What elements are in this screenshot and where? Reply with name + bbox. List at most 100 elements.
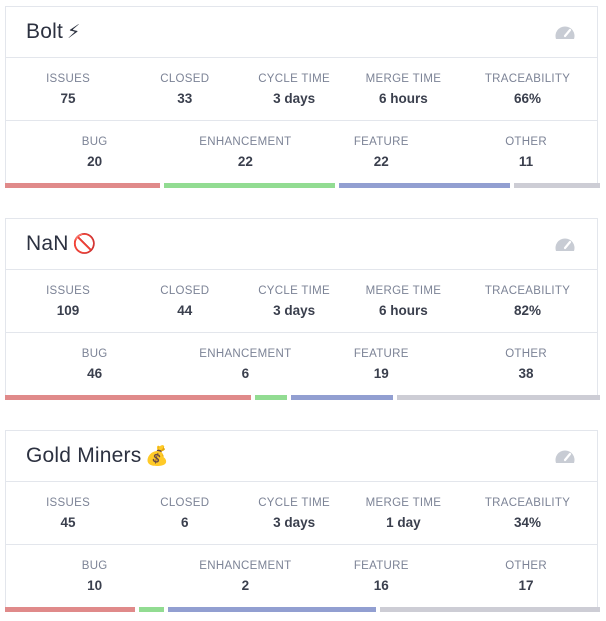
stats-row: ISSUES 109 CLOSED 44 CYCLE TIME 3 days MERG…: [6, 270, 597, 333]
bar-segment-enhancement: [255, 395, 288, 400]
team-name: Gold Miners: [26, 444, 142, 467]
stat-value: 109: [56, 302, 80, 318]
card-header: Bolt ⚡: [6, 7, 597, 58]
stat-closed: CLOSED 33: [130, 73, 239, 106]
bar-segment-feature: [339, 183, 511, 188]
stat-traceability: TRACEABILITY 82%: [458, 285, 597, 318]
team-name: NaN: [26, 232, 69, 255]
type-label: FEATURE: [353, 559, 409, 572]
stat-value: 44: [177, 302, 193, 318]
issue-types-row: BUG 10 ENHANCEMENT 2 FEATURE 16 OTHER 17: [6, 545, 597, 607]
type-label: ENHANCEMENT: [199, 347, 292, 360]
stat-value: 66%: [514, 90, 542, 106]
type-enhancement: ENHANCEMENT 22: [183, 136, 307, 169]
team-title: NaN 🚫: [26, 232, 96, 256]
type-value: 11: [518, 153, 534, 169]
stat-value: 82%: [514, 302, 542, 318]
type-label: ENHANCEMENT: [199, 135, 292, 148]
type-value: 22: [373, 153, 389, 169]
stat-label: CLOSED: [160, 72, 210, 85]
type-value: 6: [241, 365, 250, 381]
stat-value: 3 days: [273, 90, 316, 106]
type-value: 38: [518, 365, 534, 381]
stat-label: ISSUES: [46, 496, 91, 509]
type-value: 17: [518, 577, 534, 593]
stat-issues: ISSUES 45: [6, 497, 130, 530]
type-label: FEATURE: [353, 347, 409, 360]
team-card-bolt: Bolt ⚡ ISSUES 75 CLOSED 33 CYCLE TIME 3 days…: [5, 6, 600, 188]
type-label: OTHER: [505, 559, 547, 572]
team-card-nan: NaN 🚫 ISSUES 109 CLOSED 44 CYCLE TIME 3 days…: [5, 218, 600, 400]
issue-types-row: BUG 46 ENHANCEMENT 6 FEATURE 19 OTHER 38: [6, 333, 597, 395]
stat-cycle-time: CYCLE TIME 3 days: [239, 73, 348, 106]
stat-issues: ISSUES 75: [6, 73, 130, 106]
bar-segment-other: [396, 395, 600, 400]
stat-traceability: TRACEABILITY 34%: [458, 497, 597, 530]
stat-label: CLOSED: [160, 496, 210, 509]
stat-value: 33: [177, 90, 193, 106]
type-feature: FEATURE 19: [307, 348, 455, 381]
type-enhancement: ENHANCEMENT 2: [183, 560, 307, 593]
bar-segment-enhancement: [164, 183, 336, 188]
stat-value: 1 day: [386, 514, 421, 530]
type-other: OTHER 11: [455, 136, 597, 169]
type-label: BUG: [81, 135, 108, 148]
type-value: 46: [87, 365, 103, 381]
bar-segment-enhancement: [138, 607, 165, 612]
type-label: OTHER: [505, 347, 547, 360]
stat-cycle-time: CYCLE TIME 3 days: [239, 497, 348, 530]
bar-segment-bug: [5, 607, 135, 612]
type-bug: BUG 10: [6, 560, 183, 593]
bar-segment-bug: [5, 183, 161, 188]
bar-segment-feature: [168, 607, 376, 612]
stat-label: CYCLE TIME: [258, 72, 330, 85]
stat-value: 45: [60, 514, 76, 530]
issue-type-distribution-bar: [5, 395, 600, 400]
stat-label: MERGE TIME: [365, 284, 442, 297]
team-title: Gold Miners 💰: [26, 444, 169, 468]
stat-value: 3 days: [273, 514, 316, 530]
issue-types-row: BUG 20 ENHANCEMENT 22 FEATURE 22 OTHER 11: [6, 121, 597, 183]
stat-merge-time: MERGE TIME 6 hours: [349, 73, 458, 106]
bar-segment-bug: [5, 395, 252, 400]
stat-merge-time: MERGE TIME 6 hours: [349, 285, 458, 318]
type-value: 2: [241, 577, 250, 593]
type-value: 20: [87, 153, 103, 169]
type-feature: FEATURE 16: [307, 560, 455, 593]
stat-value: 6: [181, 514, 189, 530]
stat-closed: CLOSED 6: [130, 497, 239, 530]
type-label: BUG: [81, 559, 108, 572]
type-value: 16: [373, 577, 389, 593]
stat-label: TRACEABILITY: [484, 284, 571, 297]
stats-row: ISSUES 75 CLOSED 33 CYCLE TIME 3 days MERGE…: [6, 58, 597, 121]
issue-type-distribution-bar: [5, 183, 600, 188]
issue-type-distribution-bar: [5, 607, 600, 612]
stat-label: ISSUES: [46, 284, 91, 297]
stat-value: 6 hours: [379, 302, 428, 318]
stat-issues: ISSUES 109: [6, 285, 130, 318]
team-emoji: 💰: [145, 446, 170, 467]
type-feature: FEATURE 22: [307, 136, 455, 169]
bar-segment-feature: [291, 395, 393, 400]
stat-label: CYCLE TIME: [258, 284, 330, 297]
stat-traceability: TRACEABILITY 66%: [458, 73, 597, 106]
team-card-gold-miners: Gold Miners 💰 ISSUES 45 CLOSED 6 CYCLE TIME…: [5, 430, 600, 612]
gauge-icon[interactable]: [553, 444, 577, 468]
team-name: Bolt: [26, 20, 63, 43]
stats-row: ISSUES 45 CLOSED 6 CYCLE TIME 3 days MERGE …: [6, 482, 597, 545]
team-emoji: 🚫: [72, 234, 97, 255]
bar-segment-other: [514, 183, 600, 188]
type-label: FEATURE: [353, 135, 409, 148]
gauge-icon[interactable]: [553, 232, 577, 256]
type-value: 10: [87, 577, 103, 593]
stat-closed: CLOSED 44: [130, 285, 239, 318]
gauge-icon[interactable]: [553, 20, 577, 44]
card-header: NaN 🚫: [6, 219, 597, 270]
team-emoji: ⚡: [67, 22, 81, 43]
bar-segment-other: [379, 607, 600, 612]
stat-label: TRACEABILITY: [484, 72, 571, 85]
type-label: BUG: [81, 347, 108, 360]
stat-merge-time: MERGE TIME 1 day: [349, 497, 458, 530]
stat-value: 3 days: [273, 302, 316, 318]
stat-label: MERGE TIME: [365, 72, 442, 85]
